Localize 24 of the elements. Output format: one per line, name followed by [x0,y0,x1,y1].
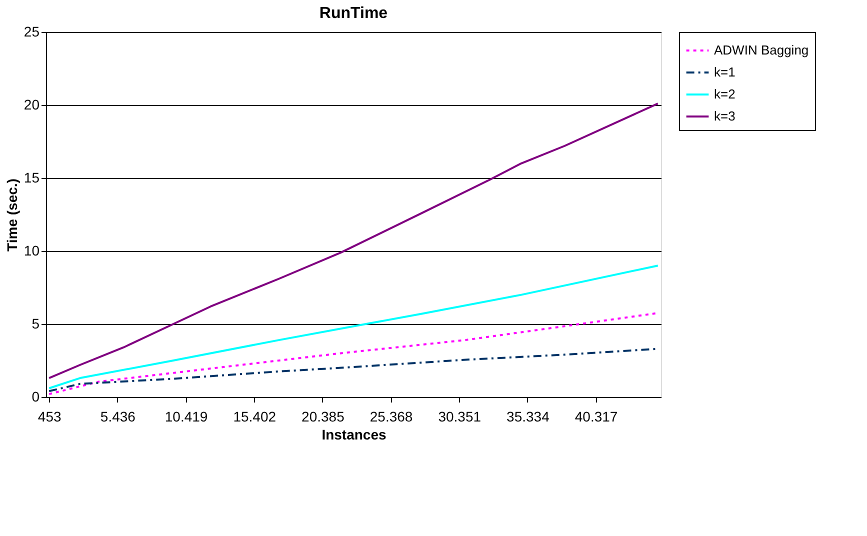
legend-label: ADWIN Bagging [714,42,809,58]
x-tick-label: 20.385 [302,408,345,424]
legend-label: k=1 [714,64,736,80]
line-series [48,102,659,380]
x-tick-label: 5.436 [100,408,136,424]
y-axis-title: Time (sec.) [4,178,20,252]
chart-title: RunTime [319,5,388,22]
line-series [48,264,659,390]
legend-label: k=2 [714,86,736,102]
x-tick-label: 30.351 [438,408,482,424]
x-axis-title: Instances [322,426,387,442]
x-tick-label: 25.368 [370,408,413,424]
legend-label: k=3 [714,108,736,124]
y-tick-label: 15 [24,170,40,186]
y-tick-label: 0 [32,388,40,404]
x-tick-label: 35.334 [506,408,550,424]
y-tick-label: 10 [24,242,40,258]
y-tick-label: 5 [32,316,40,332]
y-tick-label: 20 [24,96,40,112]
x-tick-label: 40.317 [574,408,618,424]
x-tick-label: 15.402 [233,408,276,424]
x-tick-label: 453 [38,408,62,424]
x-tick-label: 10.419 [164,408,208,424]
y-tick-label: 25 [24,24,40,40]
